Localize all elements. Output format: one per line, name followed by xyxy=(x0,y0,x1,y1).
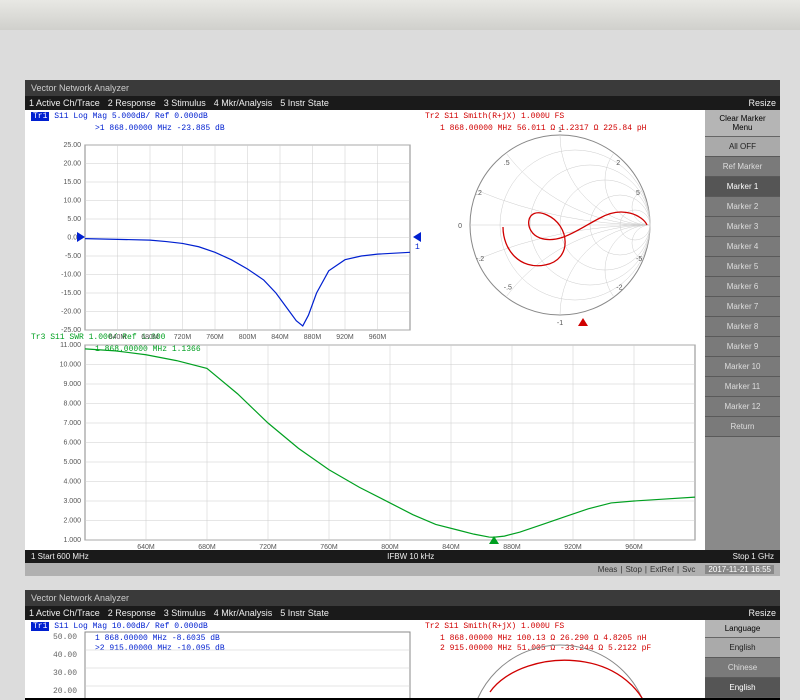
svg-text:-1: -1 xyxy=(557,320,563,327)
svg-text:8.000: 8.000 xyxy=(63,401,81,408)
sidebar-btn[interactable]: Marker 6 xyxy=(705,277,780,297)
svg-text:7.000: 7.000 xyxy=(63,420,81,427)
statusbar: 1 Start 600 MHz IFBW 10 kHz Stop 1 GHz xyxy=(25,550,780,563)
top-strip xyxy=(0,0,800,30)
sidebar-btn[interactable]: Marker 2 xyxy=(705,197,780,217)
menu-item[interactable]: 5 Instr State xyxy=(280,98,329,108)
svg-text:.2: .2 xyxy=(476,190,482,197)
svg-text:720M: 720M xyxy=(259,544,277,550)
vna-window-1: Vector Network Analyzer 1 Active Ch/Trac… xyxy=(25,80,780,565)
resize[interactable]: Resize xyxy=(748,98,776,108)
svg-text:3.000: 3.000 xyxy=(63,498,81,505)
menu-item[interactable]: 1 Active Ch/Trace xyxy=(29,608,100,618)
svg-text:1: 1 xyxy=(558,127,562,134)
svg-text:880M: 880M xyxy=(503,544,521,550)
svg-text:9.000: 9.000 xyxy=(63,381,81,388)
statusbar2: Meas|Stop|ExtRef|Svc 2017-11-21 16:55 xyxy=(25,563,780,576)
resize[interactable]: Resize xyxy=(748,608,776,618)
svg-text:2: 2 xyxy=(616,160,620,167)
menu-item[interactable]: 4 Mkr/Analysis xyxy=(214,608,273,618)
svg-text:760M: 760M xyxy=(320,544,338,550)
sidebar-btn[interactable]: Marker 10 xyxy=(705,357,780,377)
svg-text:5.000: 5.000 xyxy=(63,459,81,466)
menu-item[interactable]: 4 Mkr/Analysis xyxy=(214,98,273,108)
sidebar-btn[interactable]: Marker 7 xyxy=(705,297,780,317)
svg-text:11.000: 11.000 xyxy=(60,342,81,349)
titlebar: Vector Network Analyzer xyxy=(25,590,780,606)
svg-text:960M: 960M xyxy=(625,544,643,550)
sidebar-btn[interactable]: English xyxy=(705,638,780,658)
menu-item[interactable]: 1 Active Ch/Trace xyxy=(29,98,100,108)
status-ifbw: IFBW 10 kHz xyxy=(387,552,434,561)
plot-area: Tr1 S11 Log Mag 5.000dB/ Ref 0.000dB>1 8… xyxy=(25,110,705,550)
svg-text:4.000: 4.000 xyxy=(63,479,81,486)
menubar: 1 Active Ch/Trace 2 Response 3 Stimulus 4 M… xyxy=(25,606,780,620)
menu-item[interactable]: 2 Response xyxy=(108,98,156,108)
sidebar-btn[interactable]: Ref Marker xyxy=(705,157,780,177)
menu-item[interactable]: 5 Instr State xyxy=(280,608,329,618)
sidebar-btn[interactable]: Marker 5 xyxy=(705,257,780,277)
menu-item[interactable]: 3 Stimulus xyxy=(164,608,206,618)
svg-text:-2: -2 xyxy=(616,284,622,291)
sidebar: Clear MarkerMenuAll OFFRef MarkerMarker … xyxy=(705,110,780,550)
svg-text:840M: 840M xyxy=(442,544,460,550)
svg-text:-.5: -.5 xyxy=(504,284,512,291)
status-stop: Stop 1 GHz xyxy=(733,552,774,561)
sidebar: LanguageEnglishChineseEnglish xyxy=(705,620,780,698)
sidebar-btn[interactable]: Marker 3 xyxy=(705,217,780,237)
svg-text:800M: 800M xyxy=(381,544,399,550)
sidebar-btn[interactable]: Marker 11 xyxy=(705,377,780,397)
sidebar-btn[interactable]: Chinese xyxy=(705,658,780,678)
titlebar: Vector Network Analyzer xyxy=(25,80,780,96)
plot-area: Tr1 S11 Log Mag 10.00dB/ Ref 0.000dB1 86… xyxy=(25,620,705,698)
sidebar-btn[interactable]: Marker 1 xyxy=(705,177,780,197)
svg-text:2.000: 2.000 xyxy=(63,518,81,525)
svg-text:6.000: 6.000 xyxy=(63,440,81,447)
status-start: 1 Start 600 MHz xyxy=(31,552,89,561)
sidebar-btn[interactable]: Marker 8 xyxy=(705,317,780,337)
svg-text:10.000: 10.000 xyxy=(60,362,82,369)
sidebar-header: Clear MarkerMenu xyxy=(705,110,780,137)
menu-item[interactable]: 3 Stimulus xyxy=(164,98,206,108)
svg-text:680M: 680M xyxy=(198,544,216,550)
sidebar-header: Language xyxy=(705,620,780,638)
svg-text:-5: -5 xyxy=(636,256,642,263)
svg-text:5: 5 xyxy=(636,190,640,197)
svg-text:0: 0 xyxy=(458,223,462,230)
menubar: 1 Active Ch/Trace 2 Response 3 Stimulus 4 M… xyxy=(25,96,780,110)
vna-window-2: Vector Network Analyzer 1 Active Ch/Trac… xyxy=(25,590,780,700)
svg-text:1.000: 1.000 xyxy=(63,537,81,544)
sidebar-btn[interactable]: Return xyxy=(705,417,780,437)
sidebar-btn[interactable]: Marker 12 xyxy=(705,397,780,417)
svg-text:.5: .5 xyxy=(504,160,510,167)
sidebar-btn[interactable]: Marker 4 xyxy=(705,237,780,257)
menu-item[interactable]: 2 Response xyxy=(108,608,156,618)
svg-text:-.2: -.2 xyxy=(476,256,484,263)
svg-text:920M: 920M xyxy=(564,544,582,550)
timestamp: 2017-11-21 16:55 xyxy=(705,565,774,574)
svg-text:640M: 640M xyxy=(137,544,155,550)
sidebar-btn[interactable]: English xyxy=(705,678,780,698)
sidebar-btn[interactable]: Marker 9 xyxy=(705,337,780,357)
sidebar-btn[interactable]: All OFF xyxy=(705,137,780,157)
